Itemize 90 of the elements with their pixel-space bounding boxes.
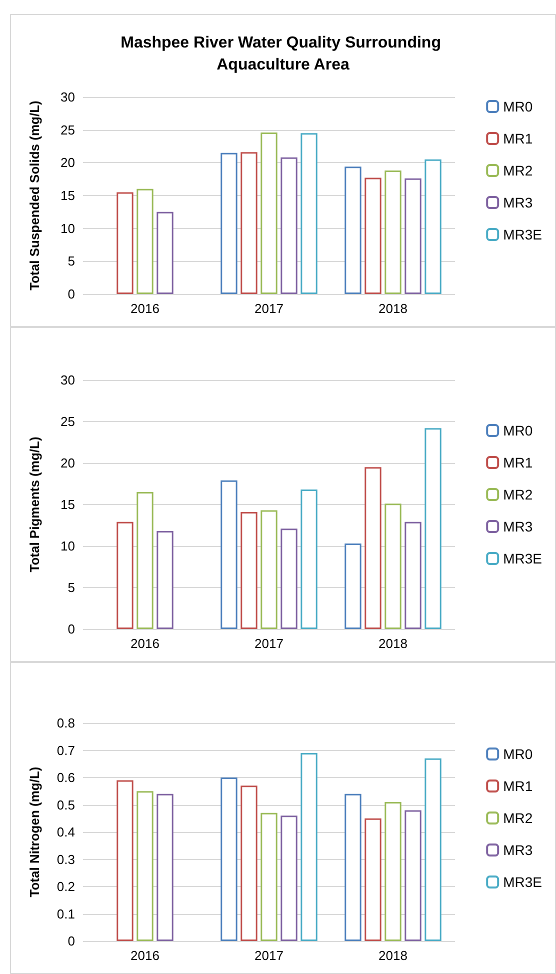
x-tick-label: 2017 bbox=[254, 301, 284, 316]
bar bbox=[424, 159, 442, 294]
y-tick-label: 25 bbox=[60, 414, 75, 429]
y-axis-title: Total Suspended Solids (mg/L) bbox=[27, 100, 42, 290]
bar bbox=[156, 794, 174, 941]
y-tick-label: 15 bbox=[60, 497, 75, 512]
bar bbox=[260, 510, 278, 629]
chart-title: Mashpee River Water Quality Surrounding Aquaculture Area bbox=[120, 34, 446, 74]
bar bbox=[300, 490, 318, 629]
bar bbox=[364, 818, 382, 941]
y-tick-label: 5 bbox=[68, 580, 75, 595]
bar bbox=[240, 786, 258, 941]
bar bbox=[136, 791, 154, 941]
bar bbox=[280, 816, 298, 941]
x-tick-label: 2018 bbox=[378, 636, 408, 651]
y-tick-label: 20 bbox=[60, 456, 75, 470]
legend-label: MR1 bbox=[503, 454, 533, 470]
legend-label: MR3E bbox=[503, 550, 542, 566]
y-tick-label: 20 bbox=[60, 155, 75, 170]
bar bbox=[364, 178, 382, 294]
y-tick-label: 0.6 bbox=[56, 770, 75, 785]
legend-label: MR1 bbox=[503, 130, 533, 146]
bar bbox=[404, 522, 422, 629]
y-tick-label: 0.7 bbox=[56, 742, 75, 758]
x-tick-label: 2017 bbox=[254, 948, 284, 963]
bar bbox=[136, 188, 154, 294]
bar bbox=[240, 512, 258, 629]
y-tick-label: 0 bbox=[68, 934, 75, 948]
bar bbox=[404, 810, 422, 941]
bar bbox=[280, 157, 298, 294]
bar bbox=[424, 428, 442, 629]
bar bbox=[300, 133, 318, 294]
bar bbox=[156, 212, 174, 294]
y-tick-label: 25 bbox=[60, 122, 75, 138]
y-tick-label: 0.5 bbox=[56, 797, 75, 812]
y-tick-label: 30 bbox=[60, 90, 75, 104]
legend-label: MR0 bbox=[503, 746, 533, 762]
x-tick-label: 2016 bbox=[130, 636, 160, 651]
bar bbox=[344, 544, 362, 629]
bar bbox=[116, 192, 134, 294]
bar bbox=[280, 528, 298, 629]
bar bbox=[364, 467, 382, 629]
bar bbox=[260, 812, 278, 941]
bar bbox=[220, 480, 238, 629]
y-tick-label: 0.2 bbox=[56, 879, 75, 894]
y-tick-label: 0 bbox=[68, 622, 75, 636]
y-tick-label: 0.4 bbox=[56, 824, 75, 840]
y-tick-label: 10 bbox=[60, 538, 75, 554]
bar bbox=[220, 778, 238, 941]
bar bbox=[424, 758, 442, 941]
legend-label: MR3E bbox=[503, 874, 542, 890]
x-tick-label: 2016 bbox=[130, 301, 160, 316]
legend-label: MR3 bbox=[503, 194, 533, 210]
bar bbox=[300, 752, 318, 941]
y-tick-label: 15 bbox=[60, 188, 75, 203]
x-tick-label: 2018 bbox=[378, 301, 408, 316]
y-tick-label: 0 bbox=[68, 286, 75, 302]
bar bbox=[384, 802, 402, 941]
bar bbox=[116, 522, 134, 629]
legend-label: MR2 bbox=[503, 810, 533, 826]
legend-label: MR0 bbox=[503, 98, 533, 114]
y-tick-label: 5 bbox=[68, 254, 75, 269]
bar bbox=[384, 504, 402, 629]
bar bbox=[260, 132, 278, 294]
y-tick-label: 0.1 bbox=[56, 906, 75, 922]
y-tick-label: 0.8 bbox=[56, 716, 75, 730]
x-tick-label: 2018 bbox=[378, 948, 408, 963]
legend-label: MR2 bbox=[503, 486, 533, 502]
legend-label: MR3 bbox=[503, 842, 533, 858]
x-tick-label: 2016 bbox=[130, 948, 160, 963]
y-axis-title: Total Nitrogen (mg/L) bbox=[27, 766, 42, 898]
bar bbox=[240, 152, 258, 294]
y-tick-label: 10 bbox=[60, 220, 75, 236]
bar bbox=[136, 492, 154, 629]
legend-label: MR3E bbox=[503, 226, 542, 242]
x-tick-label: 2017 bbox=[254, 636, 284, 651]
bar bbox=[220, 152, 238, 294]
y-axis-title: Total Pigments (mg/L) bbox=[27, 436, 42, 572]
bar bbox=[156, 531, 174, 629]
bar bbox=[116, 780, 134, 941]
bar bbox=[384, 170, 402, 294]
bar bbox=[344, 794, 362, 941]
legend-label: MR1 bbox=[503, 778, 533, 794]
y-tick-label: 0.3 bbox=[56, 852, 75, 867]
legend-label: MR2 bbox=[503, 162, 533, 178]
bar bbox=[404, 178, 422, 294]
y-tick-label: 30 bbox=[60, 372, 75, 388]
legend-label: MR0 bbox=[503, 422, 533, 438]
legend-label: MR3 bbox=[503, 518, 533, 534]
bar bbox=[344, 166, 362, 294]
